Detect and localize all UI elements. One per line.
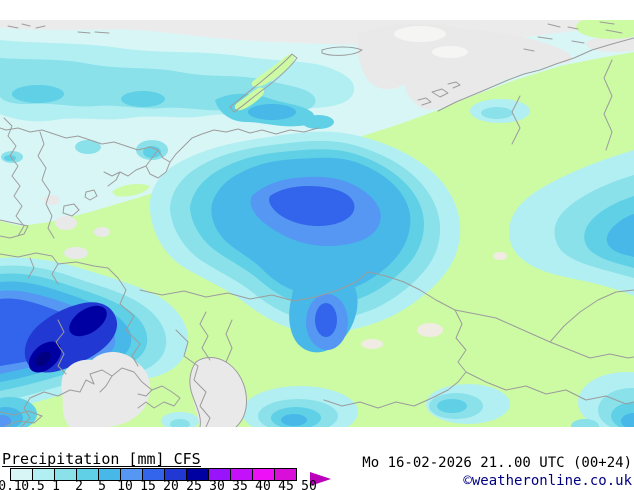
novaya-zemlya-coast <box>229 53 298 113</box>
svalbard-coast <box>7 23 110 34</box>
finland-border <box>37 131 55 239</box>
ukraine-core-north <box>69 305 107 337</box>
white-sea-coast <box>0 127 319 187</box>
danube-borders <box>0 410 43 427</box>
beige-spot <box>493 252 507 260</box>
volga-west-border <box>175 329 211 427</box>
legend-tick-label: 50 <box>301 479 317 490</box>
legend-tick-label: 35 <box>232 479 248 490</box>
precipitation-map <box>0 20 634 427</box>
ukraine-core-max <box>35 351 51 367</box>
kazakh-north-border <box>139 271 456 311</box>
norway-coast <box>3 117 25 237</box>
tail-inner-core <box>315 303 337 337</box>
ural-band-core <box>606 214 634 257</box>
legend-tick-label: 1 <box>52 479 60 490</box>
kara-coast <box>437 37 634 112</box>
azov-patch <box>170 419 190 427</box>
bottom-right-patch <box>621 413 634 427</box>
coastlines-and-borders <box>0 21 634 427</box>
dry-patch <box>94 227 110 237</box>
baltic-borders <box>0 219 109 285</box>
black-sea-dry <box>61 351 151 427</box>
legend-color-bar <box>10 468 297 481</box>
legend-tick-label: 10 <box>117 479 133 490</box>
map-canvas <box>0 20 634 427</box>
legend-tick-label: 40 <box>255 479 271 490</box>
legend-tick-label: 20 <box>163 479 179 490</box>
legend-overflow-arrow <box>310 472 331 486</box>
kazakh-east-borders <box>323 289 634 409</box>
pale-spot <box>432 46 468 58</box>
precip-spot-core <box>481 107 513 119</box>
legend-tick-label: 15 <box>140 479 156 490</box>
legend-tick-label: 2 <box>75 479 83 490</box>
bottom-patch <box>571 419 599 427</box>
novaya-zemlya-core <box>248 104 296 120</box>
bottom-left-patch <box>0 415 11 427</box>
arctic-core <box>302 115 334 129</box>
dry-patch <box>64 247 88 259</box>
legend-title: Precipitation [mm] CFS <box>2 450 201 468</box>
caspian-north-patch <box>437 399 467 413</box>
ukraine-russia-border <box>107 267 141 367</box>
ural-pechora-rivers <box>511 59 613 151</box>
volga-ural-rivers <box>199 311 233 363</box>
bottom-patch <box>281 414 307 426</box>
legend-tick-labels: 0.1 0.5 1 2 5 10 15 20 25 30 35 40 45 50 <box>0 479 360 490</box>
kolguyev-coast <box>321 46 363 56</box>
beige-spot <box>361 339 383 349</box>
pale-spot <box>394 26 446 42</box>
legend-segment <box>274 468 297 481</box>
copyright-link[interactable]: ©weatheronline.co.uk <box>463 473 632 489</box>
arctic-core <box>121 91 165 107</box>
legend-tick-label: 0.5 <box>21 479 45 490</box>
legend-tick-label: 30 <box>209 479 225 490</box>
arctic-core <box>12 85 64 103</box>
precip-spot <box>75 140 101 154</box>
legend-tick-label: 25 <box>186 479 202 490</box>
caspian-volga-dry <box>189 357 247 427</box>
legend-tick-label: 45 <box>278 479 294 490</box>
white-sea-west-land <box>112 184 150 197</box>
arctic-islands-coast <box>523 21 623 52</box>
central-system-inner-core <box>269 186 355 226</box>
azov-coast <box>111 367 181 409</box>
legend-tick-label: 5 <box>98 479 106 490</box>
lake-ladoga <box>62 203 80 217</box>
land-corner-patch <box>576 20 634 39</box>
forecast-datetime: Mo 16-02-2026 21..00 UTC (00+24) <box>362 455 632 471</box>
dnipro-river <box>55 319 67 375</box>
novaya-zemlya-land-south <box>234 87 265 111</box>
beige-spot <box>417 323 443 337</box>
coastal-islands <box>417 81 461 106</box>
caspian-coast <box>189 357 247 427</box>
dry-patch <box>55 216 77 230</box>
barents-dry-region <box>357 24 572 110</box>
legend-tick-label: 0.1 <box>0 479 22 490</box>
lake-onega <box>84 189 98 201</box>
